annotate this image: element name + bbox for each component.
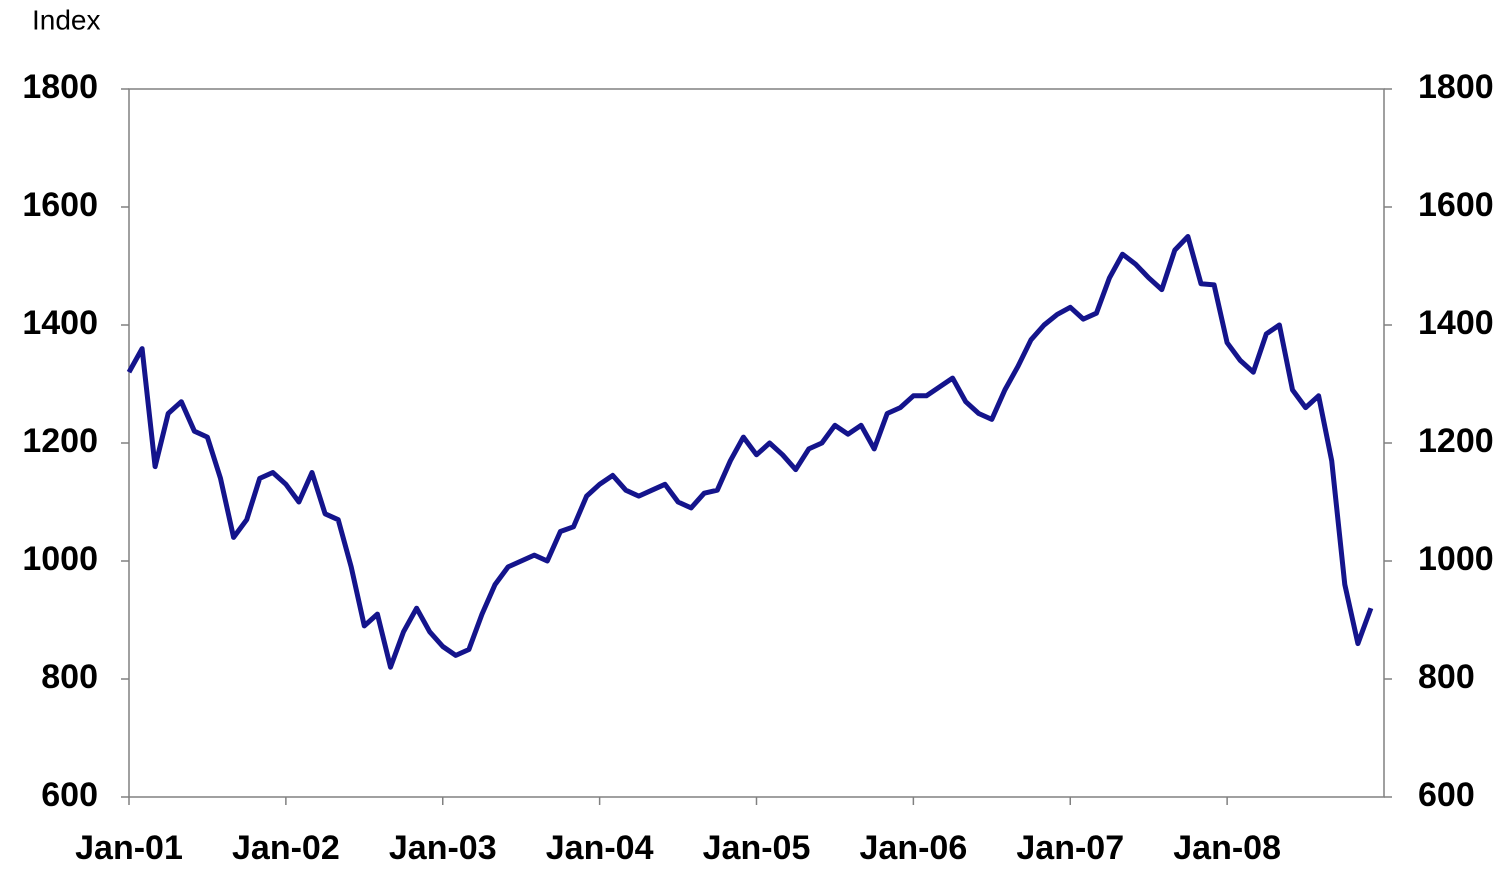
y-tick-label: 1600 <box>22 186 98 224</box>
x-tick-label: Jan-08 <box>1173 829 1281 867</box>
y-tick-label: 1400 <box>22 304 98 342</box>
x-tick-label: Jan-04 <box>546 829 654 867</box>
x-tick-label: Jan-01 <box>75 829 183 867</box>
x-tick-label: Jan-03 <box>389 829 497 867</box>
y2-tick-label: 1800 <box>1418 68 1494 106</box>
y-tick-label: 1000 <box>22 540 98 578</box>
y2-tick-label: 1400 <box>1418 304 1494 342</box>
y2-tick-label: 800 <box>1418 658 1475 696</box>
plot-frame <box>128 88 1385 798</box>
x-tick-label: Jan-05 <box>703 829 811 867</box>
y2-tick-label: 600 <box>1418 776 1475 814</box>
x-tick-label: Jan-06 <box>860 829 968 867</box>
x-tick-label: Jan-07 <box>1016 829 1124 867</box>
x-tick-label: Jan-02 <box>232 829 340 867</box>
y2-tick-label: 1200 <box>1418 422 1494 460</box>
y-tick-label: 800 <box>41 658 98 696</box>
y-tick-label: 1200 <box>22 422 98 460</box>
y-tick-label: 1800 <box>22 68 98 106</box>
y2-tick-label: 1600 <box>1418 186 1494 224</box>
y2-tick-label: 1000 <box>1418 540 1494 578</box>
y-axis-label: Index <box>32 4 101 35</box>
y-tick-label: 600 <box>41 776 98 814</box>
line-series <box>126 234 1374 670</box>
